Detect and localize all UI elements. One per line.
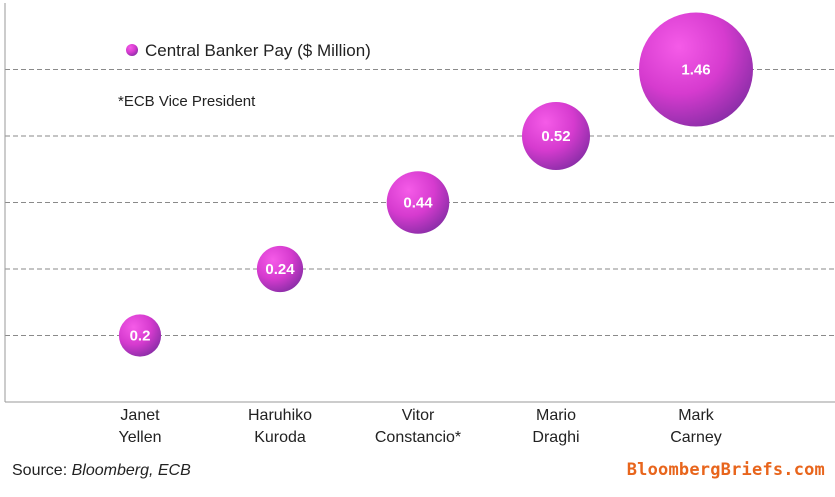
legend-label: Central Banker Pay ($ Million) (145, 41, 371, 60)
bubble (639, 12, 753, 127)
x-tick-label: Constancio* (375, 429, 461, 446)
source-prefix: Source: (12, 462, 72, 479)
bubbles: 0.2 0.24 0.44 0.52 1.46 (118, 12, 753, 357)
bubble-label: 0.52 (541, 128, 570, 145)
x-tick-label: Janet (120, 407, 160, 424)
axes (4, 3, 835, 403)
source-names: Bloomberg, ECB (71, 462, 191, 479)
bubble-label: 0.44 (403, 195, 433, 212)
annotation-ecb-vice-president: *ECB Vice President (118, 93, 256, 110)
x-tick-label: Mark (678, 407, 715, 424)
x-tick-label: Draghi (532, 429, 579, 446)
bubble (521, 101, 591, 171)
bubble-label: 1.46 (681, 62, 710, 79)
bubble-label: 0.2 (130, 328, 151, 345)
bubble (386, 171, 450, 234)
brand-logo-text: BloombergBriefs.com (626, 460, 825, 480)
x-tick-label: Vitor (402, 407, 435, 424)
legend: Central Banker Pay ($ Million) (126, 41, 371, 60)
x-axis-labels: Janet Yellen Haruhiko Kuroda Vitor Constancio… (118, 407, 721, 446)
bubble-label: 0.24 (265, 261, 295, 278)
source-note: Source: Bloomberg, ECB (12, 462, 191, 480)
x-tick-label: Carney (670, 429, 722, 446)
x-tick-label: Haruhiko (248, 407, 312, 424)
x-tick-label: Yellen (118, 429, 161, 446)
bubble (256, 245, 304, 293)
bubble (118, 314, 162, 357)
x-tick-label: Kuroda (254, 429, 306, 446)
legend-marker (126, 44, 138, 56)
x-tick-label: Mario (536, 407, 576, 424)
